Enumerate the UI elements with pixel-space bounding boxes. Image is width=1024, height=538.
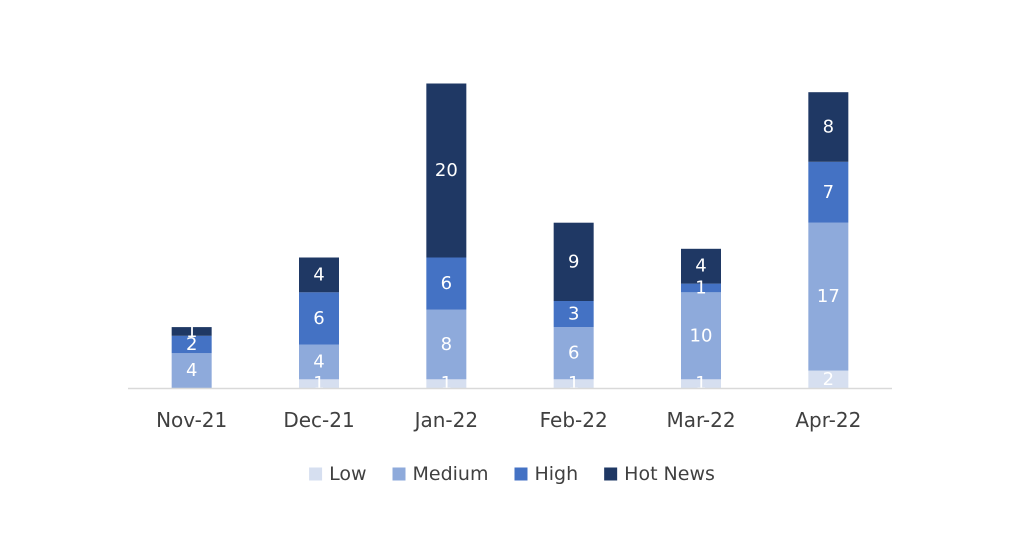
bar-hot-news-mar-22: [681, 248, 721, 284]
bar-high-feb-22: [553, 301, 594, 328]
bar-high-apr-22: [808, 161, 849, 223]
bar-low-jan-22: [426, 379, 467, 388]
bar-medium-mar-22: [681, 292, 721, 380]
bar-hot-news-feb-22: [553, 222, 594, 301]
bar-low-feb-22: [553, 379, 594, 388]
data-label-low-feb-22: 1: [568, 373, 579, 394]
data-label-medium-apr-22: 17: [817, 286, 840, 307]
legend-label-hot-news: Hot News: [624, 463, 715, 485]
data-label-medium-mar-22: 10: [690, 325, 713, 346]
data-label-high-mar-22: 1: [695, 277, 706, 298]
legend-swatch-low: [309, 467, 323, 481]
data-label-hot-news-mar-22: 4: [695, 256, 706, 277]
data-label-medium-feb-22: 6: [568, 343, 579, 364]
bar-medium-apr-22: [808, 222, 849, 371]
x-tick-label-apr-22: Apr-22: [795, 408, 861, 432]
x-tick-label-dec-21: Dec-21: [283, 408, 354, 432]
bar-high-jan-22: [426, 257, 467, 310]
bar-low-apr-22: [808, 370, 849, 388]
legend-label-high: High: [534, 463, 578, 485]
data-label-medium-dec-21: 4: [313, 351, 324, 372]
legend-swatch-high: [514, 467, 528, 481]
legend: Low Medium High Hot News: [309, 463, 715, 485]
bar-hot-news-jan-22: [426, 83, 467, 258]
legend-swatch-medium: [392, 467, 406, 481]
bar-medium-jan-22: [426, 309, 467, 380]
data-label-low-apr-22: 2: [823, 369, 834, 390]
data-label-low-mar-22: 1: [695, 373, 706, 394]
data-label-hot-news-jan-22: 20: [435, 160, 458, 181]
x-axis-ticks: Nov-21 Dec-21 Jan-22 Feb-22 Mar-22 Apr-22: [156, 408, 861, 432]
bar-medium-feb-22: [553, 327, 594, 380]
bar-medium-nov-21: [171, 353, 212, 388]
data-label-high-jan-22: 6: [441, 273, 452, 294]
data-label-hot-news-apr-22: 8: [823, 117, 834, 138]
bar-low-mar-22: [681, 379, 721, 388]
data-label-high-nov-21: 2: [186, 334, 197, 355]
x-tick-label-mar-22: Mar-22: [666, 408, 735, 432]
bar-high-nov-21: [171, 335, 212, 354]
bar-low-dec-21: [299, 379, 339, 388]
bar-hot-news-nov-21: [171, 327, 212, 336]
data-label-low-dec-21: 1: [313, 373, 324, 394]
x-tick-label-jan-22: Jan-22: [413, 408, 479, 432]
x-tick-label-feb-22: Feb-22: [540, 408, 608, 432]
legend-item-low: Low: [309, 463, 367, 485]
legend-label-medium: Medium: [413, 463, 489, 485]
data-label-high-apr-22: 7: [823, 182, 834, 203]
data-label-medium-nov-21: 4: [186, 360, 197, 381]
x-tick-label-nov-21: Nov-21: [156, 408, 227, 432]
legend-item-high: High: [514, 463, 578, 485]
data-label-hot-news-feb-22: 9: [568, 251, 579, 272]
bar-hot-news-apr-22: [808, 92, 849, 162]
data-label-medium-jan-22: 8: [441, 334, 452, 355]
bars-layer: [171, 83, 849, 388]
bar-high-mar-22: [681, 283, 721, 293]
data-label-hot-news-nov-21: 1: [186, 321, 197, 342]
legend-swatch-hot-news: [604, 467, 618, 481]
data-label-hot-news-dec-21: 4: [313, 264, 324, 285]
data-label-high-dec-21: 6: [313, 308, 324, 329]
data-label-high-feb-22: 3: [568, 304, 579, 325]
data-label-low-jan-22: 1: [441, 373, 452, 394]
legend-item-medium: Medium: [392, 463, 489, 485]
legend-item-hot-news: Hot News: [604, 463, 715, 485]
bar-high-dec-21: [299, 292, 339, 345]
bar-hot-news-dec-21: [299, 257, 339, 293]
legend-label-low: Low: [329, 463, 366, 485]
bar-medium-dec-21: [299, 344, 339, 380]
